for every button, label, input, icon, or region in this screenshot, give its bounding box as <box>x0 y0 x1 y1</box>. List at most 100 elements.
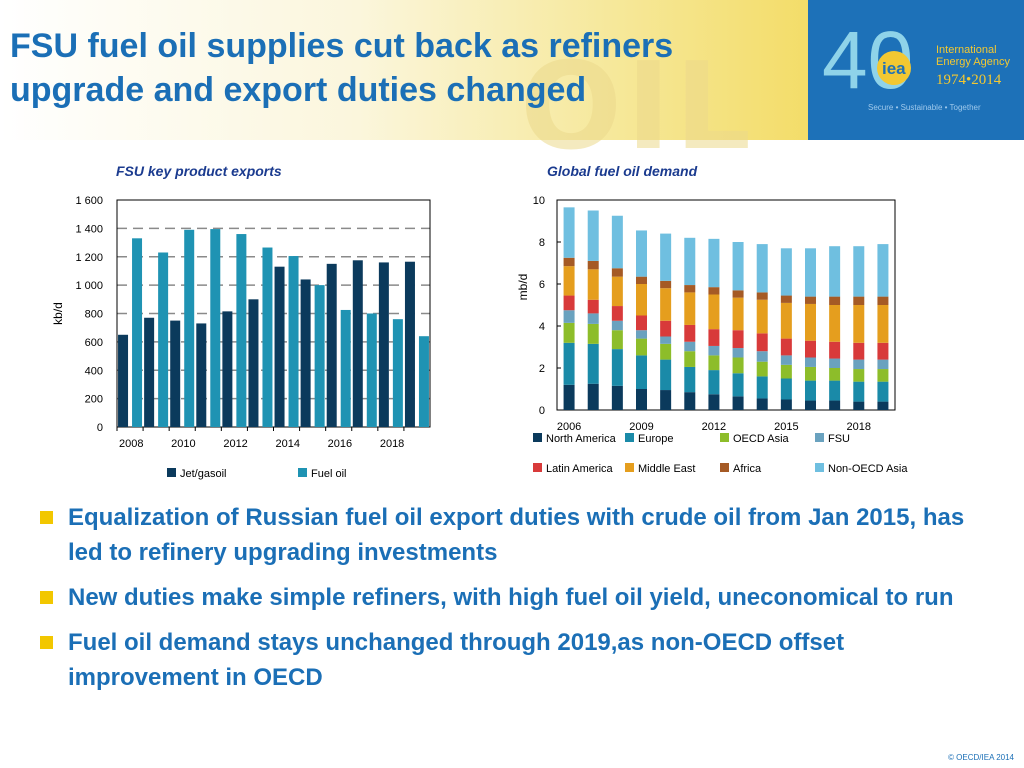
legend-swatch <box>533 463 542 472</box>
stacked-bar-segment <box>732 357 744 374</box>
stacked-bar-segment <box>853 296 865 305</box>
stacked-bar-segment <box>587 269 599 300</box>
stacked-bar-segment <box>563 342 575 385</box>
legend-swatch <box>815 463 824 472</box>
oil-watermark: OIL <box>520 38 756 177</box>
bullet-item: New duties make simple refiners, with hi… <box>40 580 1000 615</box>
fsu-exports-chart: 0 200 400 600 800 1 000 1 200 1 400 1 600 2008 201… <box>51 195 431 480</box>
x-tick-label: 2015 <box>774 421 798 433</box>
y-tick-label: 200 <box>85 394 103 406</box>
bullet-square-icon <box>40 591 53 604</box>
stacked-bar-segment <box>780 295 792 303</box>
y-tick-label: 10 <box>533 195 545 207</box>
stacked-bar-segment <box>756 299 768 334</box>
stacked-bar-segment <box>660 288 672 321</box>
stacked-bar-segment <box>611 268 623 277</box>
stacked-bar-segment <box>563 384 575 410</box>
stacked-bar-segment <box>805 366 816 381</box>
stacked-bar-segment <box>684 366 696 393</box>
stacked-bar-segment <box>708 345 720 356</box>
y-tick-label: 0 <box>539 405 545 417</box>
copyright: © OECD/IEA 2014 <box>948 753 1014 762</box>
bar-jet-gasoil <box>404 261 415 427</box>
stacked-bar-segment <box>636 230 647 277</box>
bullet-item: Equalization of Russian fuel oil export … <box>40 500 1000 570</box>
stacked-bar-segment <box>756 398 768 410</box>
stacked-bar-segment <box>636 276 647 284</box>
bullet-square-icon <box>40 511 53 524</box>
bar-jet-gasoil <box>300 279 311 427</box>
legend-label: Latin America <box>546 463 614 475</box>
stacked-bar-segment <box>780 302 792 339</box>
logo-circle-icon <box>877 51 911 85</box>
bullet-text: Equalization of Russian fuel oil export … <box>68 504 965 566</box>
header-banner: OIL FSU fuel oil supplies cut back as re… <box>0 0 1024 177</box>
logo-name-line2: Energy Agency <box>936 56 1010 68</box>
stacked-bar-segment <box>684 392 696 410</box>
stacked-bar-segment <box>829 305 841 342</box>
stacked-bar-segment <box>732 348 744 358</box>
x-tick-label: 2009 <box>629 421 653 433</box>
stacked-bar-segment <box>732 373 744 397</box>
stacked-bar-segment <box>684 324 696 342</box>
stacked-bar-segment <box>732 396 744 410</box>
stacked-bar-segment <box>636 338 647 356</box>
legend-swatch <box>720 463 729 472</box>
stacked-bar-segment <box>780 355 792 365</box>
legend-swatch <box>815 433 824 442</box>
legend-swatch <box>298 468 307 477</box>
stacked-bar-segment <box>853 342 865 360</box>
stacked-bar-segment <box>805 303 816 341</box>
stacked-bar-segment <box>853 381 865 402</box>
stacked-bar-segment <box>660 280 672 289</box>
stacked-bar-segment <box>732 242 744 291</box>
stacked-bar-segment <box>684 285 696 293</box>
stacked-bar-segment <box>829 246 841 297</box>
bar-fuel-oil <box>210 229 221 427</box>
stacked-bar-segment <box>636 389 647 410</box>
stacked-bar-segment <box>756 361 768 377</box>
stacked-bar-segment <box>877 296 889 305</box>
iea-logo: 40 iea International Energy Agency 1974•… <box>808 0 1024 140</box>
stacked-bar-segment <box>829 296 841 305</box>
stacked-bar-segment <box>660 336 672 344</box>
stacked-bar-segment <box>563 310 575 323</box>
y-tick-label: 2 <box>539 363 545 375</box>
bullet-list: Equalization of Russian fuel oil export … <box>40 500 1000 705</box>
y-tick-label: 6 <box>539 279 545 291</box>
stacked-bar-segment <box>611 276 623 307</box>
x-tick-label: 2012 <box>223 438 247 450</box>
bar-fuel-oil <box>288 256 299 427</box>
bullet-item: Fuel oil demand stays unchanged through … <box>40 625 1000 695</box>
bullet-text: New duties make simple refiners, with hi… <box>68 584 954 611</box>
stacked-bar-segment <box>877 342 889 360</box>
legend-label: North America <box>546 433 617 445</box>
stacked-bar-segment <box>660 320 672 337</box>
stacked-bar-segment <box>829 341 841 359</box>
bar-jet-gasoil <box>170 320 181 427</box>
y-tick-label: 1 600 <box>75 195 103 207</box>
stacked-bar-segment <box>805 248 816 297</box>
logo-tagline: Secure • Sustainable • Together <box>868 103 981 112</box>
stacked-bar-segment <box>563 207 575 258</box>
bar-fuel-oil <box>262 247 273 427</box>
legend-swatch <box>625 433 634 442</box>
legend-swatch <box>533 433 542 442</box>
stacked-bar-segment <box>684 341 696 352</box>
stacked-bar-segment <box>708 355 720 371</box>
bar-fuel-oil <box>132 238 143 427</box>
legend-label: FSU <box>828 433 850 445</box>
stacked-bar-segment <box>684 351 696 367</box>
stacked-bar-segment <box>563 257 575 267</box>
stacked-bar-segment <box>611 306 623 321</box>
stacked-bar-segment <box>587 383 599 410</box>
bar-fuel-oil <box>158 252 169 427</box>
x-tick-label: 2016 <box>328 438 352 450</box>
stacked-bar-segment <box>805 296 816 304</box>
x-tick-label: 2014 <box>276 438 300 450</box>
stacked-bar-segment <box>853 401 865 410</box>
bar-fuel-oil <box>236 234 247 427</box>
global-fuel-oil-demand-chart: 0 2 4 6 8 10 2006 2009 2012 2015 2018 mb/d North Ame… <box>516 195 908 475</box>
legend-swatch <box>167 468 176 477</box>
stacked-bar-segment <box>877 305 889 343</box>
